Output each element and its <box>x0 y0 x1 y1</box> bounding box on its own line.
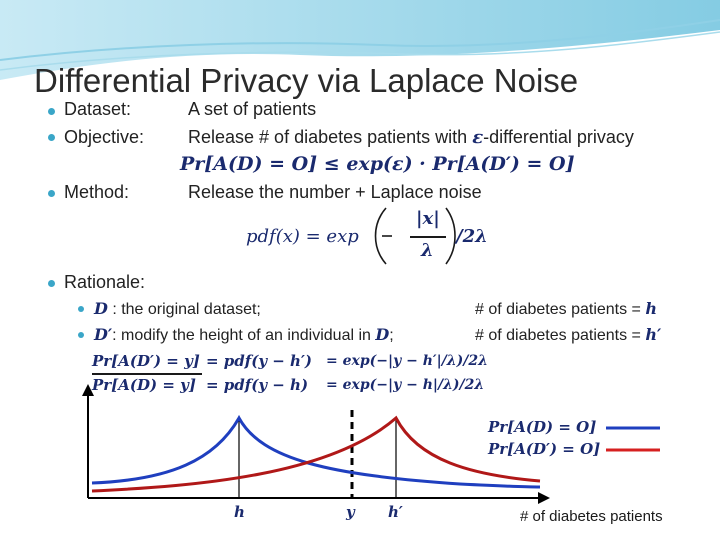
method-formula-lhs: pdf(x) = exp <box>246 226 359 247</box>
sub2-text-var: D <box>375 325 390 344</box>
blue-laplace-curve <box>91 414 541 489</box>
ratio-denominator-rhs: = exp(−|y − h|/λ)/2λ <box>326 377 485 393</box>
method-label: Method: <box>64 182 130 202</box>
sub1-right-text: # of diabetes patients = <box>475 301 646 318</box>
rationale-sub1-right: # of diabetes patients = h <box>475 299 657 319</box>
rationale-sub2: D′: modify the height of an individual i… <box>94 325 394 345</box>
method-formula-parens <box>374 207 392 265</box>
sub2-text: : modify the height of an individual in <box>112 327 376 344</box>
bullet-dot <box>48 134 55 141</box>
laplace-plot: h y h′ Pr[A(D) = O] Pr[A(D′) = O] # of d… <box>82 384 663 525</box>
ratio-denominator-mid: = pdf(y − h) <box>206 376 309 394</box>
method-formula-close-paren <box>445 207 456 265</box>
method-formula-tail: /2λ <box>456 226 488 247</box>
rationale-sub1: D : the original dataset; <box>94 299 261 319</box>
sub2-right-var: h′ <box>645 325 662 344</box>
ratio-fraction-bar <box>92 373 202 375</box>
objective-text-post: -differential privacy <box>483 127 634 147</box>
objective-epsilon: ε <box>472 127 484 148</box>
method-text: Release the number + Laplace noise <box>188 182 482 202</box>
legend-label-blue: Pr[A(D) = O] <box>487 418 596 436</box>
sub2-right-text: # of diabetes patients = <box>475 327 646 344</box>
sub2-var: D′ <box>94 325 113 344</box>
ratio-numerator-lhs: Pr[A(D′) = y] <box>92 352 200 370</box>
x-tick-y: y <box>345 503 356 521</box>
x-axis-label: # of diabetes patients <box>520 508 663 525</box>
objective-label: Objective: <box>64 127 145 147</box>
x-tick-h: h <box>234 503 245 521</box>
sub1-right-var: h <box>645 299 657 318</box>
bullet-dot <box>48 190 55 197</box>
objective-text: Release # of diabetes patients with ε-di… <box>188 127 634 148</box>
sub1-var: D <box>94 299 108 318</box>
header-wave-decoration <box>0 0 720 80</box>
bullet-dot <box>48 108 55 115</box>
bullet-dot <box>48 280 55 287</box>
legend-label-red: Pr[A(D′) = O] <box>487 440 600 458</box>
sub-bullet-dot <box>78 306 84 312</box>
x-axis-arrow <box>538 492 550 504</box>
dataset-label: Dataset: <box>64 99 132 119</box>
x-tick-hp: h′ <box>388 503 403 521</box>
rationale-sub2-right: # of diabetes patients = h′ <box>475 325 661 345</box>
method-formula-numerator: |x| <box>416 208 440 229</box>
sub-bullet-dot <box>78 332 84 338</box>
objective-text-pre: Release # of diabetes patients with <box>188 127 468 147</box>
ratio-numerator-mid: = pdf(y − h′) <box>206 352 313 370</box>
ratio-denominator-lhs: Pr[A(D) = y] <box>92 376 196 394</box>
fraction-bar <box>410 236 446 238</box>
red-laplace-curve <box>91 415 541 493</box>
ratio-numerator-rhs: = exp(−|y − h′|/λ)/2λ <box>326 353 488 369</box>
rationale-label: Rationale: <box>64 272 146 292</box>
sub2-text-end: ; <box>389 327 394 344</box>
sub1-text: : the original dataset; <box>107 301 261 318</box>
objective-formula: Pr[A(D) = O] ≤ exp(ε) · Pr[A(D′) = O] <box>180 153 575 175</box>
dataset-text: A set of patients <box>188 99 317 119</box>
slide-title: Differential Privacy via Laplace Noise <box>34 62 579 99</box>
y-axis-arrow <box>82 384 94 396</box>
method-formula-denominator: λ <box>421 240 434 261</box>
